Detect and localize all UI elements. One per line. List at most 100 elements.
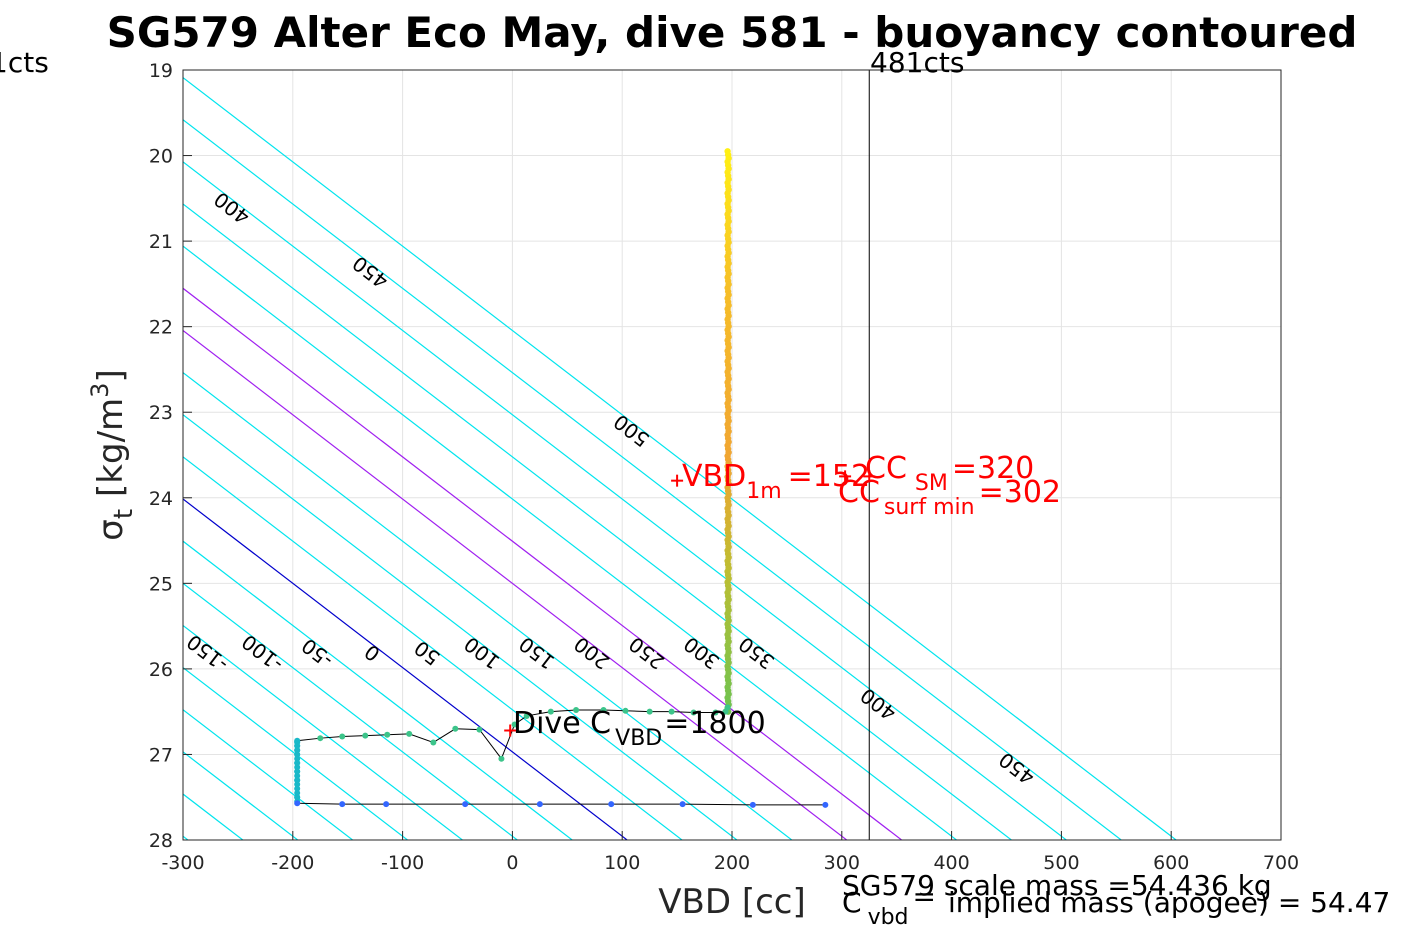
profile-point [523, 712, 530, 719]
contour-level-label: 400 [209, 187, 254, 229]
y-tick-label: 27 [149, 744, 173, 766]
contour-line [183, 582, 519, 840]
x-tick-label: 100 [604, 852, 640, 874]
y-tick-label: 25 [149, 573, 173, 595]
profile-point [547, 708, 554, 715]
scale-mass-footer: SG579 scale mass =54.436 kg [842, 869, 1272, 902]
ballast-label-right: 481cts [870, 46, 964, 79]
profile-point [406, 730, 413, 737]
x-axis-ticks: -300 -200 -100 0 100 200 300 400 500 600 700 [161, 831, 1299, 874]
y-tick-label: 19 [149, 60, 173, 82]
markers [504, 470, 876, 737]
profile-point [294, 789, 301, 796]
y-tick-label: 24 [149, 488, 173, 510]
y-label-units: [kg/m [91, 398, 131, 497]
contour-level-label: -100 [237, 630, 288, 677]
profile-point [294, 755, 301, 762]
profile-point [339, 733, 346, 740]
y-label-sub: t [109, 509, 139, 519]
profile-point [294, 737, 301, 744]
contour-line [183, 329, 848, 840]
bottom-point [462, 801, 469, 808]
contour-labels: 400 450 500 -150 -100 -50 0 50 100 150 200 250 300 35… [182, 187, 1039, 790]
profile-point [294, 742, 301, 749]
profile-point [294, 751, 301, 758]
contour-line [183, 203, 1013, 840]
y-label-close: ] [91, 369, 131, 382]
bottom-point [822, 801, 829, 808]
chart-title: SG579 Alter Eco May, dive 581 - buoyancy… [107, 8, 1358, 57]
profile-point [384, 731, 391, 738]
profile-point [294, 777, 301, 784]
contour-level-label: 0 [360, 640, 385, 667]
y-tick-label: 22 [149, 317, 173, 339]
contour-line [183, 118, 1123, 840]
bottom-point [749, 801, 756, 808]
contour-line [183, 413, 738, 840]
y-label-sigma: σ [91, 519, 131, 541]
ccsm-annotation: CC SM =320 [865, 451, 1034, 496]
x-tick-label: 200 [714, 852, 750, 874]
contour-level-label: -50 [297, 634, 338, 673]
profile-point [294, 747, 301, 754]
contour-level-label: 200 [569, 632, 614, 674]
profile-point [712, 709, 719, 716]
profile-point [498, 755, 505, 762]
profile-point [452, 725, 459, 732]
contour-line [183, 245, 958, 840]
x-axis-label: VBD [cc] [658, 882, 806, 922]
profile-point [294, 794, 301, 801]
x-tick-label: -300 [161, 852, 204, 874]
contour-level-label: -150 [182, 630, 233, 677]
y-tick-label: 26 [149, 659, 173, 681]
y-tick-label: 23 [149, 402, 173, 424]
contour-line [183, 666, 409, 840]
y-tick-label: 21 [149, 231, 173, 253]
profile-point [573, 706, 580, 713]
profile-point [622, 707, 629, 714]
bottom-point [679, 801, 686, 808]
vbd1m-annotation: VBD1m =152 [682, 459, 870, 504]
contour-level-label: 500 [609, 409, 654, 451]
bottom-point [294, 800, 301, 807]
profile-point [362, 732, 369, 739]
x-tick-label: 300 [824, 852, 860, 874]
contour-level-label: 150 [514, 632, 559, 674]
y-tick-label: 20 [149, 146, 173, 168]
contour-level-label: 450 [348, 251, 393, 293]
x-tick-label: -100 [381, 852, 424, 874]
contour-line [183, 456, 684, 840]
contour-level-label: 450 [994, 747, 1039, 789]
contour-lines [183, 76, 1178, 840]
x-tick-label: 600 [1153, 852, 1189, 874]
x-tick-label: 400 [933, 852, 969, 874]
bottom-point [536, 801, 543, 808]
profile-track [294, 148, 829, 808]
x-tick-label: -200 [271, 852, 314, 874]
profile-point [317, 735, 324, 742]
contour-line [183, 371, 793, 840]
profile-point [690, 709, 697, 716]
profile-point [476, 726, 483, 733]
contour-line [183, 498, 629, 840]
x-tick-label: 500 [1043, 852, 1079, 874]
profile-point [294, 760, 301, 766]
x-tick-label: 0 [506, 852, 518, 874]
contour-line [183, 709, 354, 840]
bottom-line [297, 802, 826, 806]
y-tick-label: 28 [149, 830, 173, 852]
contour-level-label: 250 [624, 632, 669, 674]
ccsurf-annotation: CC surf min =302 [838, 475, 1061, 520]
profile-point [430, 739, 437, 746]
contour-line [183, 161, 1068, 840]
contour-line [183, 287, 903, 840]
contour-level-label: 350 [734, 632, 779, 674]
y-axis-ticks: 19 20 21 22 23 24 25 26 27 28 [149, 60, 192, 852]
contour-level-label: 50 [410, 636, 445, 671]
ballast-label-left: 1cts [0, 46, 49, 79]
bottom-point [339, 801, 346, 808]
profile-point [600, 706, 607, 713]
profile-point [724, 704, 731, 711]
